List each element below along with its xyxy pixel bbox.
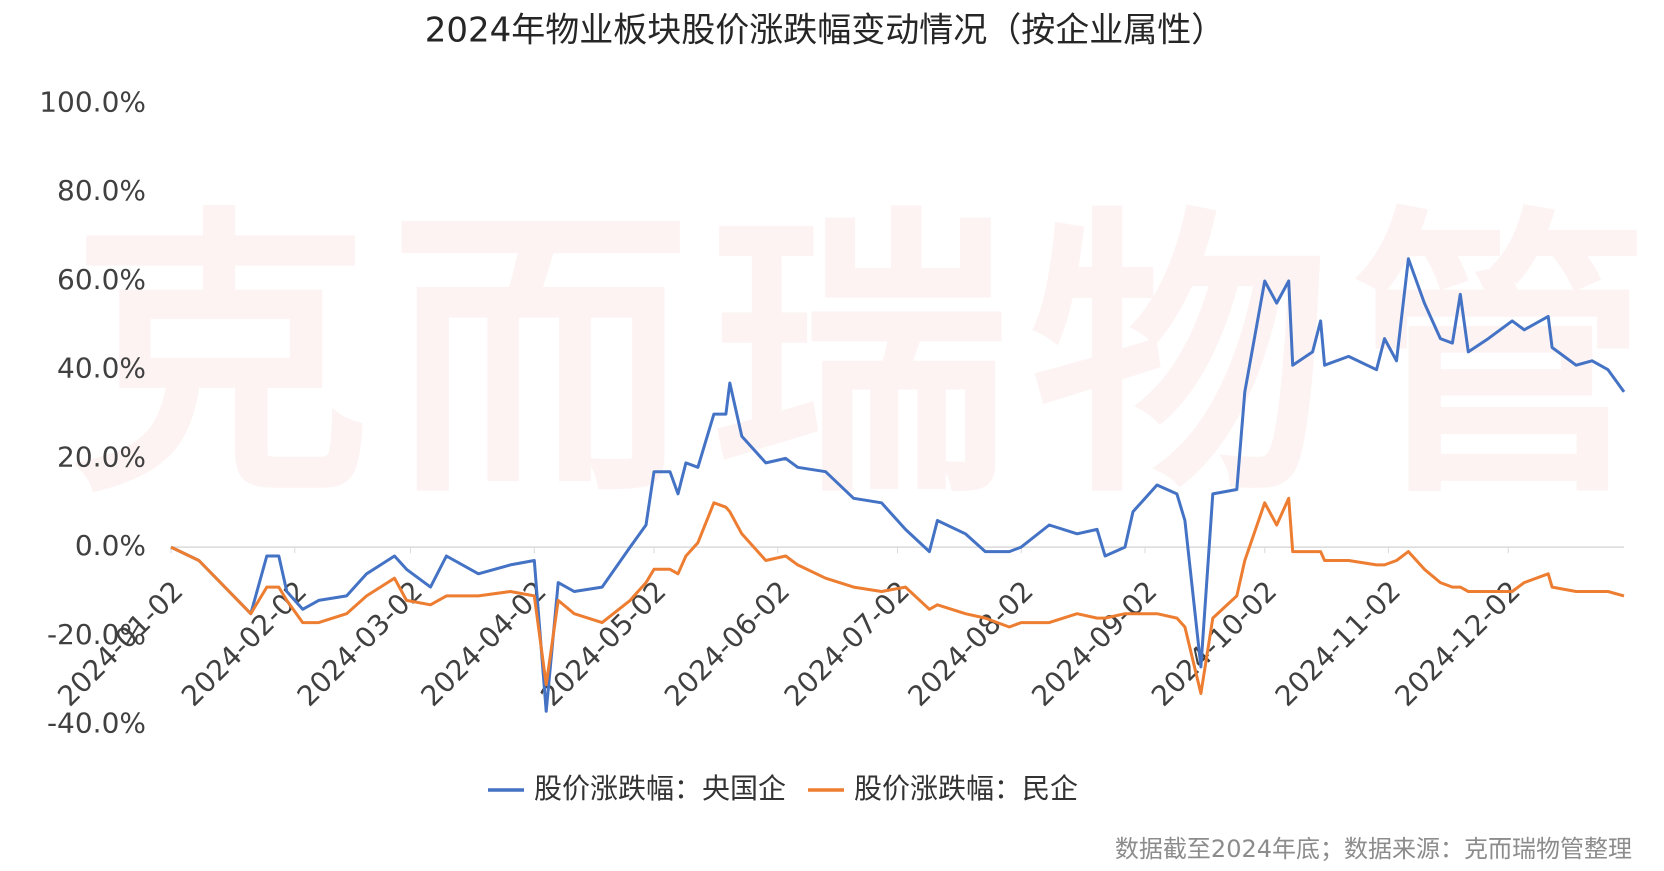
x-tick-label: 2024-05-02 <box>534 574 672 712</box>
x-tick-label: 2024-03-02 <box>291 574 429 712</box>
source-note: 数据截至2024年底；数据来源：克而瑞物管整理 <box>1115 835 1632 863</box>
x-tick-label: 2024-12-02 <box>1388 574 1526 712</box>
y-tick-label: -40.0% <box>47 707 146 740</box>
y-tick-label: -20.0% <box>47 618 146 651</box>
x-tick-label: 2024-11-02 <box>1269 574 1407 712</box>
y-tick-label: 100.0% <box>39 86 146 119</box>
chart-title: 2024年物业板块股价涨跌幅变动情况（按企业属性） <box>425 11 1226 51</box>
x-tick-label: 2024-09-02 <box>1025 574 1163 712</box>
x-tick-label: 2024-07-02 <box>778 574 916 712</box>
y-tick-label: 20.0% <box>57 440 146 473</box>
legend-item: 股价涨跌幅：央国企 <box>488 772 786 805</box>
legend-item: 股价涨跌幅：民企 <box>808 772 1078 805</box>
watermark: 克而瑞物管 <box>70 184 1664 533</box>
y-tick-label: 0.0% <box>75 529 146 562</box>
legend-label: 股价涨跌幅：民企 <box>854 772 1078 805</box>
y-tick-label: 80.0% <box>57 174 146 207</box>
x-tick-label: 2024-06-02 <box>658 574 796 712</box>
series-line <box>170 496 1625 695</box>
x-tick-label: 2024-10-02 <box>1145 574 1283 712</box>
y-tick-label: 40.0% <box>57 352 146 385</box>
series-line <box>170 257 1626 713</box>
x-tick-label: 2024-08-02 <box>901 574 1039 712</box>
y-tick-label: 60.0% <box>57 263 146 296</box>
legend-label: 股价涨跌幅：央国企 <box>534 772 786 805</box>
